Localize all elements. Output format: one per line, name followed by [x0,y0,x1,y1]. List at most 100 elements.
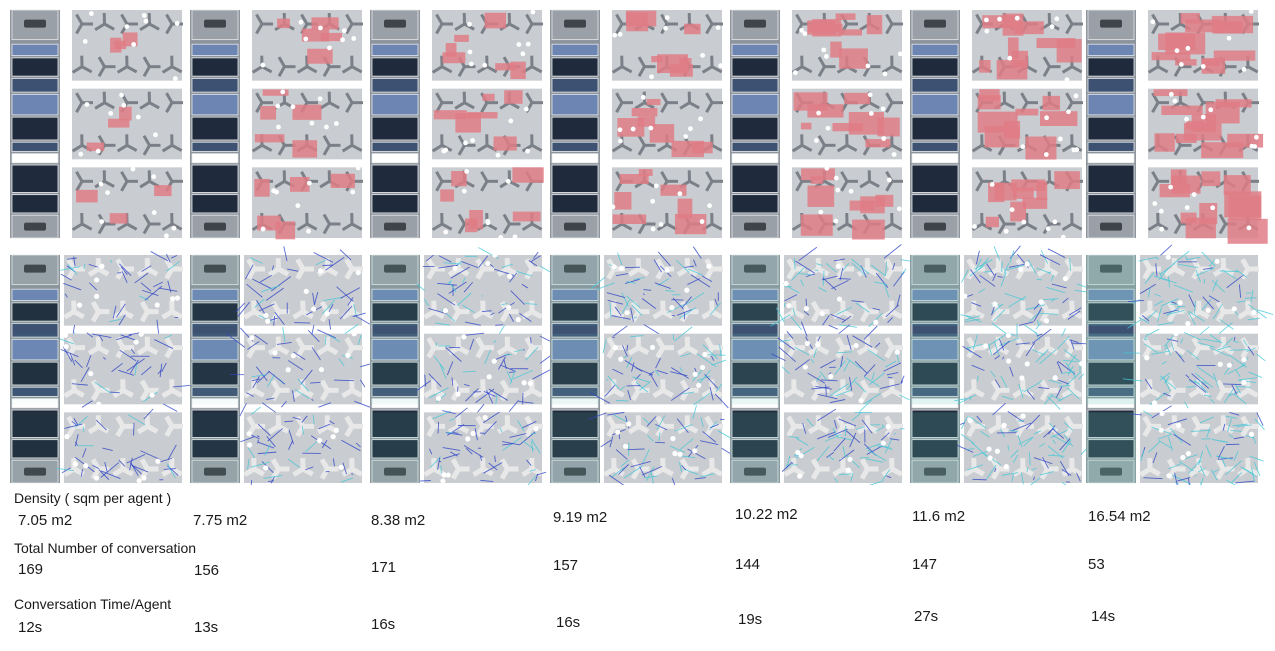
agent-path [355,442,361,448]
conversation-zone [1213,21,1243,34]
agent-path [465,388,479,402]
agent-path [339,305,353,320]
agent-path [966,464,983,471]
agent-path [1168,463,1182,470]
desk [1151,171,1160,183]
agent-path [452,431,459,434]
agent-path [709,386,714,401]
agent-dot [1176,422,1182,429]
agent-path [968,415,987,429]
agent-path [1211,469,1218,481]
desk [426,346,437,359]
agent-path [1224,460,1242,476]
agent-dot [468,61,474,67]
agent-path [445,347,462,362]
desk [1148,309,1161,320]
agent-path [611,315,631,320]
desk [866,345,879,356]
agent-path [1206,427,1211,438]
desk [344,425,355,438]
agent-path [975,250,980,265]
desk [836,222,848,232]
agent-path [969,395,972,401]
agent-path [1159,263,1176,275]
agent-path [887,317,894,323]
agent-path [626,344,629,352]
desk [679,379,690,392]
agent-path [282,327,286,342]
desk [795,13,804,25]
desk [630,467,641,480]
agent-path [448,281,467,294]
desk [836,144,848,153]
agent-path [255,366,268,382]
agent-path [267,480,274,482]
agent-dot [1020,144,1026,150]
conversation-zone [1151,52,1191,61]
agent-path [784,294,798,302]
desk [637,266,650,277]
desk [344,258,355,271]
agent-path [1166,338,1179,342]
agent-path [872,308,881,311]
desk [686,345,699,356]
room-block [731,116,779,141]
agent-dot [1185,321,1191,327]
agent-path [1228,434,1234,438]
desk [530,388,543,398]
desk [1070,388,1083,398]
agent-dot [1064,77,1070,83]
agent-path [237,301,250,317]
agent-path [986,263,995,276]
agent-path [1218,321,1233,334]
agent-dot [96,401,102,407]
agent-dot [72,461,79,467]
agent-path [884,438,893,454]
agent-path [1202,338,1220,343]
agent-path [655,441,665,444]
agent-path [267,428,283,442]
agent-path [960,433,975,445]
desk [972,309,985,320]
meeting-table [384,264,406,273]
agent-path [600,439,612,448]
meeting-table [1100,222,1122,231]
agent-path [611,466,625,478]
desk [103,180,115,188]
desk [637,345,650,356]
agent-path [685,292,705,306]
room-block [371,361,419,386]
agent-path [1010,422,1032,432]
agent-path [287,268,299,272]
agent-path [635,381,649,393]
agent-path [987,333,1008,347]
desk [75,171,84,183]
desk [1151,101,1160,113]
agent-path [157,369,162,375]
conversation-zone [985,216,999,228]
agent-dot [78,151,84,157]
desk [521,388,534,399]
meeting-table [384,467,406,476]
agent-dot [265,318,271,324]
agent-path [794,346,810,356]
agent-path [257,439,259,444]
room-block [191,409,239,438]
agent-path [838,449,855,462]
agent-dot [99,219,105,224]
teal-overlay [190,412,240,483]
desk [1166,389,1177,402]
agent-path [646,416,657,427]
agent-dot [821,47,827,53]
agent-path [443,262,462,265]
room-block [11,288,59,302]
room-block [731,439,779,459]
desk [115,425,126,438]
desk [807,266,820,277]
desk [1064,425,1075,438]
desk [972,466,985,477]
agent-path [794,359,810,371]
desk [963,466,976,477]
agent-path [1233,436,1245,440]
conversation-zone [979,60,991,73]
